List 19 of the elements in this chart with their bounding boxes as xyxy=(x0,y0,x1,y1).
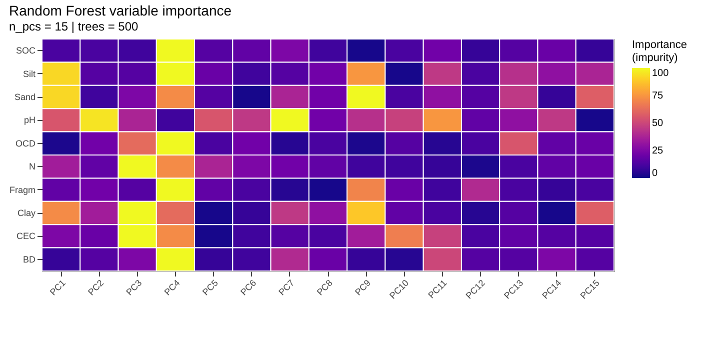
y-tick-label: OCD xyxy=(16,138,36,148)
chart-title: Random Forest variable importance xyxy=(9,2,232,18)
y-tick-label: Clay xyxy=(17,208,36,218)
y-tick-label: BD xyxy=(22,254,36,264)
x-tick-label: PC1 xyxy=(48,278,68,298)
color-bar-label: 75 xyxy=(652,90,664,102)
y-tick-label: Silt xyxy=(22,68,36,79)
y-tick-label: N xyxy=(29,162,36,172)
y-tick-label: CEC xyxy=(16,231,36,242)
y-tick-label: Sand xyxy=(14,92,36,102)
chart-subtitle: n_pcs = 15 | trees = 500 xyxy=(9,20,139,34)
color-bar-label: 50 xyxy=(652,118,664,129)
y-tick-label: Fragm xyxy=(9,184,36,195)
color-bar-title: Importance (impurity) xyxy=(632,39,688,64)
color-bar-label: 0 xyxy=(652,168,658,179)
y-tick-label: SOC xyxy=(16,46,36,56)
color-bar-label: 25 xyxy=(652,146,664,156)
y-tick-label: pH xyxy=(24,115,36,126)
color-bar-label: 100 xyxy=(652,68,670,79)
